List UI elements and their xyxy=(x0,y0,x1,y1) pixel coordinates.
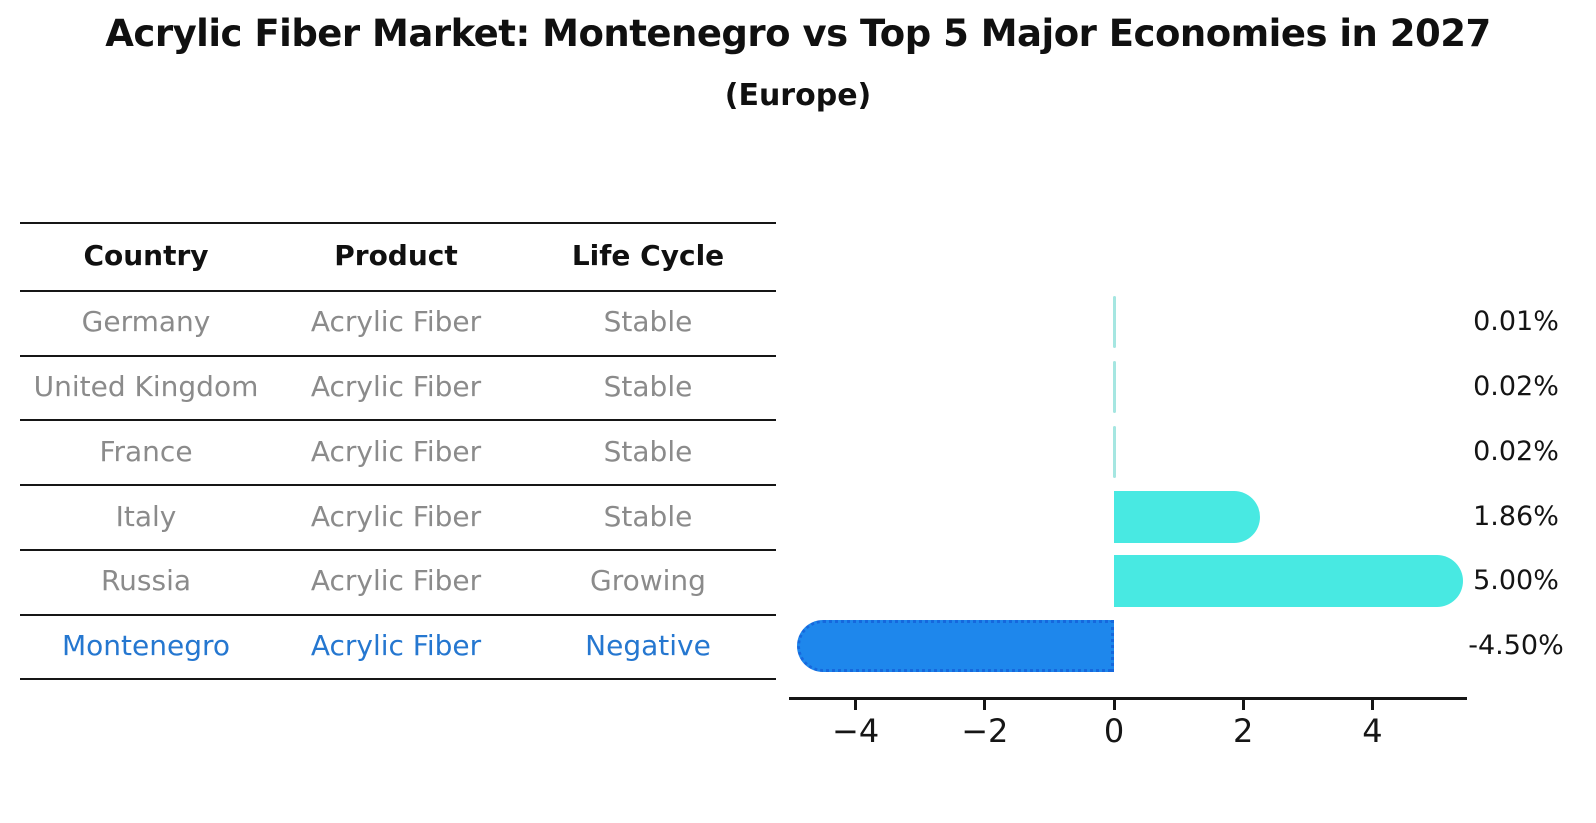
table-cell-product: Acrylic Fiber xyxy=(310,305,482,339)
table-row: Russia Acrylic Fiber Growing xyxy=(20,549,776,613)
x-tick-4 xyxy=(1370,700,1374,710)
table-row: Italy Acrylic Fiber Stable xyxy=(20,485,776,549)
table-header-life-cycle: Life Cycle xyxy=(571,239,725,272)
value-label-germany: 0.01% xyxy=(1473,306,1559,338)
x-tick--2 xyxy=(983,700,987,710)
table-header-row: Country Product Life Cycle xyxy=(20,224,776,288)
table-cell-product: Acrylic Fiber xyxy=(310,564,482,598)
table-header-product: Product xyxy=(334,239,458,272)
table-rule xyxy=(20,613,776,616)
bar-italy xyxy=(1114,490,1261,543)
table-cell-country: Germany xyxy=(81,305,211,339)
value-label-united-kingdom: 0.02% xyxy=(1473,371,1559,403)
value-label-italy: 1.86% xyxy=(1473,500,1559,532)
x-tick-label-0: 0 xyxy=(1103,712,1125,750)
value-label-france: 0.02% xyxy=(1473,435,1559,467)
table-cell-life-cycle: Stable xyxy=(603,499,693,533)
x-tick-0 xyxy=(1112,700,1116,710)
table-cell-product: Acrylic Fiber xyxy=(310,434,482,468)
table-cell-life-cycle: Growing xyxy=(590,564,706,598)
table-rule xyxy=(20,678,776,681)
x-tick-label-4: 4 xyxy=(1362,712,1383,750)
x-tick-label--4: −4 xyxy=(832,712,880,750)
table-row: Germany Acrylic Fiber Stable xyxy=(20,290,776,354)
chart-subtitle: (Europe) xyxy=(724,78,872,113)
value-label-russia: 5.00% xyxy=(1473,565,1559,597)
table-row: Montenegro Acrylic Fiber Negative xyxy=(20,614,776,678)
table-cell-country: France xyxy=(99,434,193,468)
table-cell-life-cycle: Negative xyxy=(585,628,711,662)
table-cell-product: Acrylic Fiber xyxy=(310,628,482,662)
table-rule xyxy=(20,484,776,487)
table-cell-country: Montenegro xyxy=(61,628,230,662)
table-rule xyxy=(20,290,776,292)
x-tick-2 xyxy=(1241,700,1245,710)
x-tick-label--2: −2 xyxy=(961,712,1009,750)
bar-united-kingdom xyxy=(1112,361,1116,414)
table-rule xyxy=(20,354,776,357)
bar-russia xyxy=(1114,555,1463,608)
table-cell-life-cycle: Stable xyxy=(603,434,693,468)
bar-germany xyxy=(1112,296,1116,349)
x-tick-label-2: 2 xyxy=(1233,712,1254,750)
table-cell-country: Russia xyxy=(100,564,192,598)
table-rule xyxy=(20,548,776,551)
bar-france xyxy=(1112,425,1116,478)
chart-title: Acrylic Fiber Market: Montenegro vs Top … xyxy=(105,12,1491,55)
table-cell-life-cycle: Stable xyxy=(603,370,693,404)
table-cell-life-cycle: Stable xyxy=(603,305,693,339)
table-cell-product: Acrylic Fiber xyxy=(310,499,482,533)
table-rule xyxy=(20,222,776,224)
bar-montenegro xyxy=(797,619,1114,672)
table-cell-product: Acrylic Fiber xyxy=(310,370,482,404)
value-label-montenegro: -4.50% xyxy=(1468,629,1564,661)
table-header-country: Country xyxy=(83,239,209,272)
x-tick--4 xyxy=(854,700,858,710)
table-row: United Kingdom Acrylic Fiber Stable xyxy=(20,355,776,419)
table-cell-country: Italy xyxy=(115,499,177,533)
x-axis-line xyxy=(789,697,1467,700)
table-rule xyxy=(20,419,776,422)
table-row: France Acrylic Fiber Stable xyxy=(20,420,776,484)
table-cell-country: United Kingdom xyxy=(33,370,259,404)
